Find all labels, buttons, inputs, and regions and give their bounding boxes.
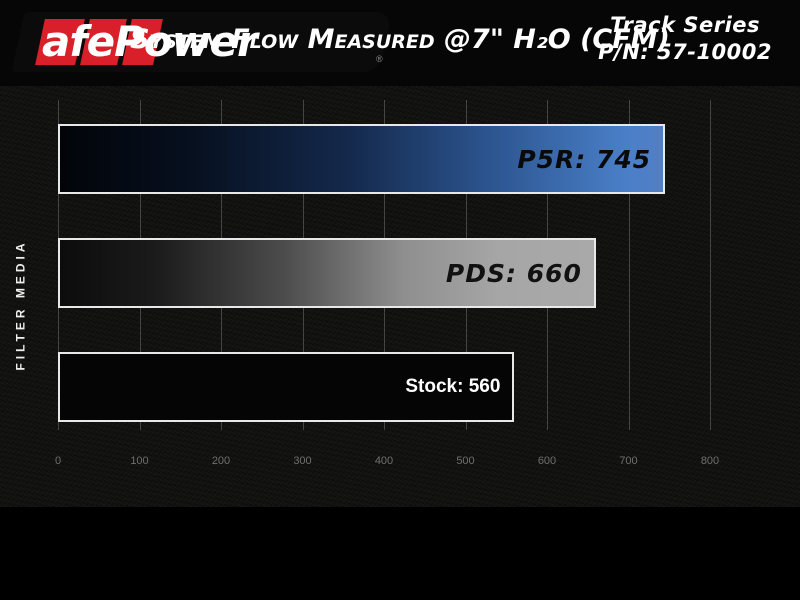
plot-area: P5R: 745 PDS: 660 Stock: 560: [58, 100, 748, 430]
bar-stock: Stock: 560: [58, 352, 515, 422]
x-axis-caption: System Flow Measured @7" H₂O (CFM): [130, 24, 670, 55]
x-tick-label: 400: [374, 455, 394, 467]
x-tick-label: 600: [537, 455, 557, 467]
y-axis-title: FILTER MEDIA: [8, 200, 34, 410]
part-number: P/N: 57-10002: [598, 40, 772, 64]
registered-trademark-icon: ®: [376, 54, 383, 64]
afe-power-logo: afePower ®: [11, 12, 393, 74]
bar-value-label: Stock: 560: [405, 376, 501, 397]
footer-band: [0, 507, 800, 600]
bar-pds: PDS: 660: [58, 238, 596, 308]
bar-value-label: P5R: 745: [517, 144, 652, 174]
logo-wordmark: afePower: [42, 18, 382, 66]
logo-power-text: Power: [114, 17, 258, 66]
x-tick-label: 300: [293, 455, 312, 467]
x-tick-label: 500: [456, 455, 475, 467]
x-tick-label: 100: [130, 455, 149, 467]
x-tick-label: 700: [619, 455, 638, 467]
logo-afe-text: afe: [42, 17, 115, 66]
gridline: [710, 100, 711, 430]
gridline: [628, 100, 630, 430]
x-tick-label: 0: [54, 455, 62, 467]
x-tick-label: 800: [700, 455, 720, 467]
x-tick-label: 200: [211, 455, 231, 467]
series-info: Track Series P/N: 57-10002: [598, 12, 772, 66]
bar-value-label: PDS: 660: [445, 258, 582, 288]
bar-p5r: P5R: 745: [58, 124, 666, 194]
y-axis-title-text: FILTER MEDIA: [14, 239, 29, 371]
series-name: Track Series: [610, 13, 761, 37]
